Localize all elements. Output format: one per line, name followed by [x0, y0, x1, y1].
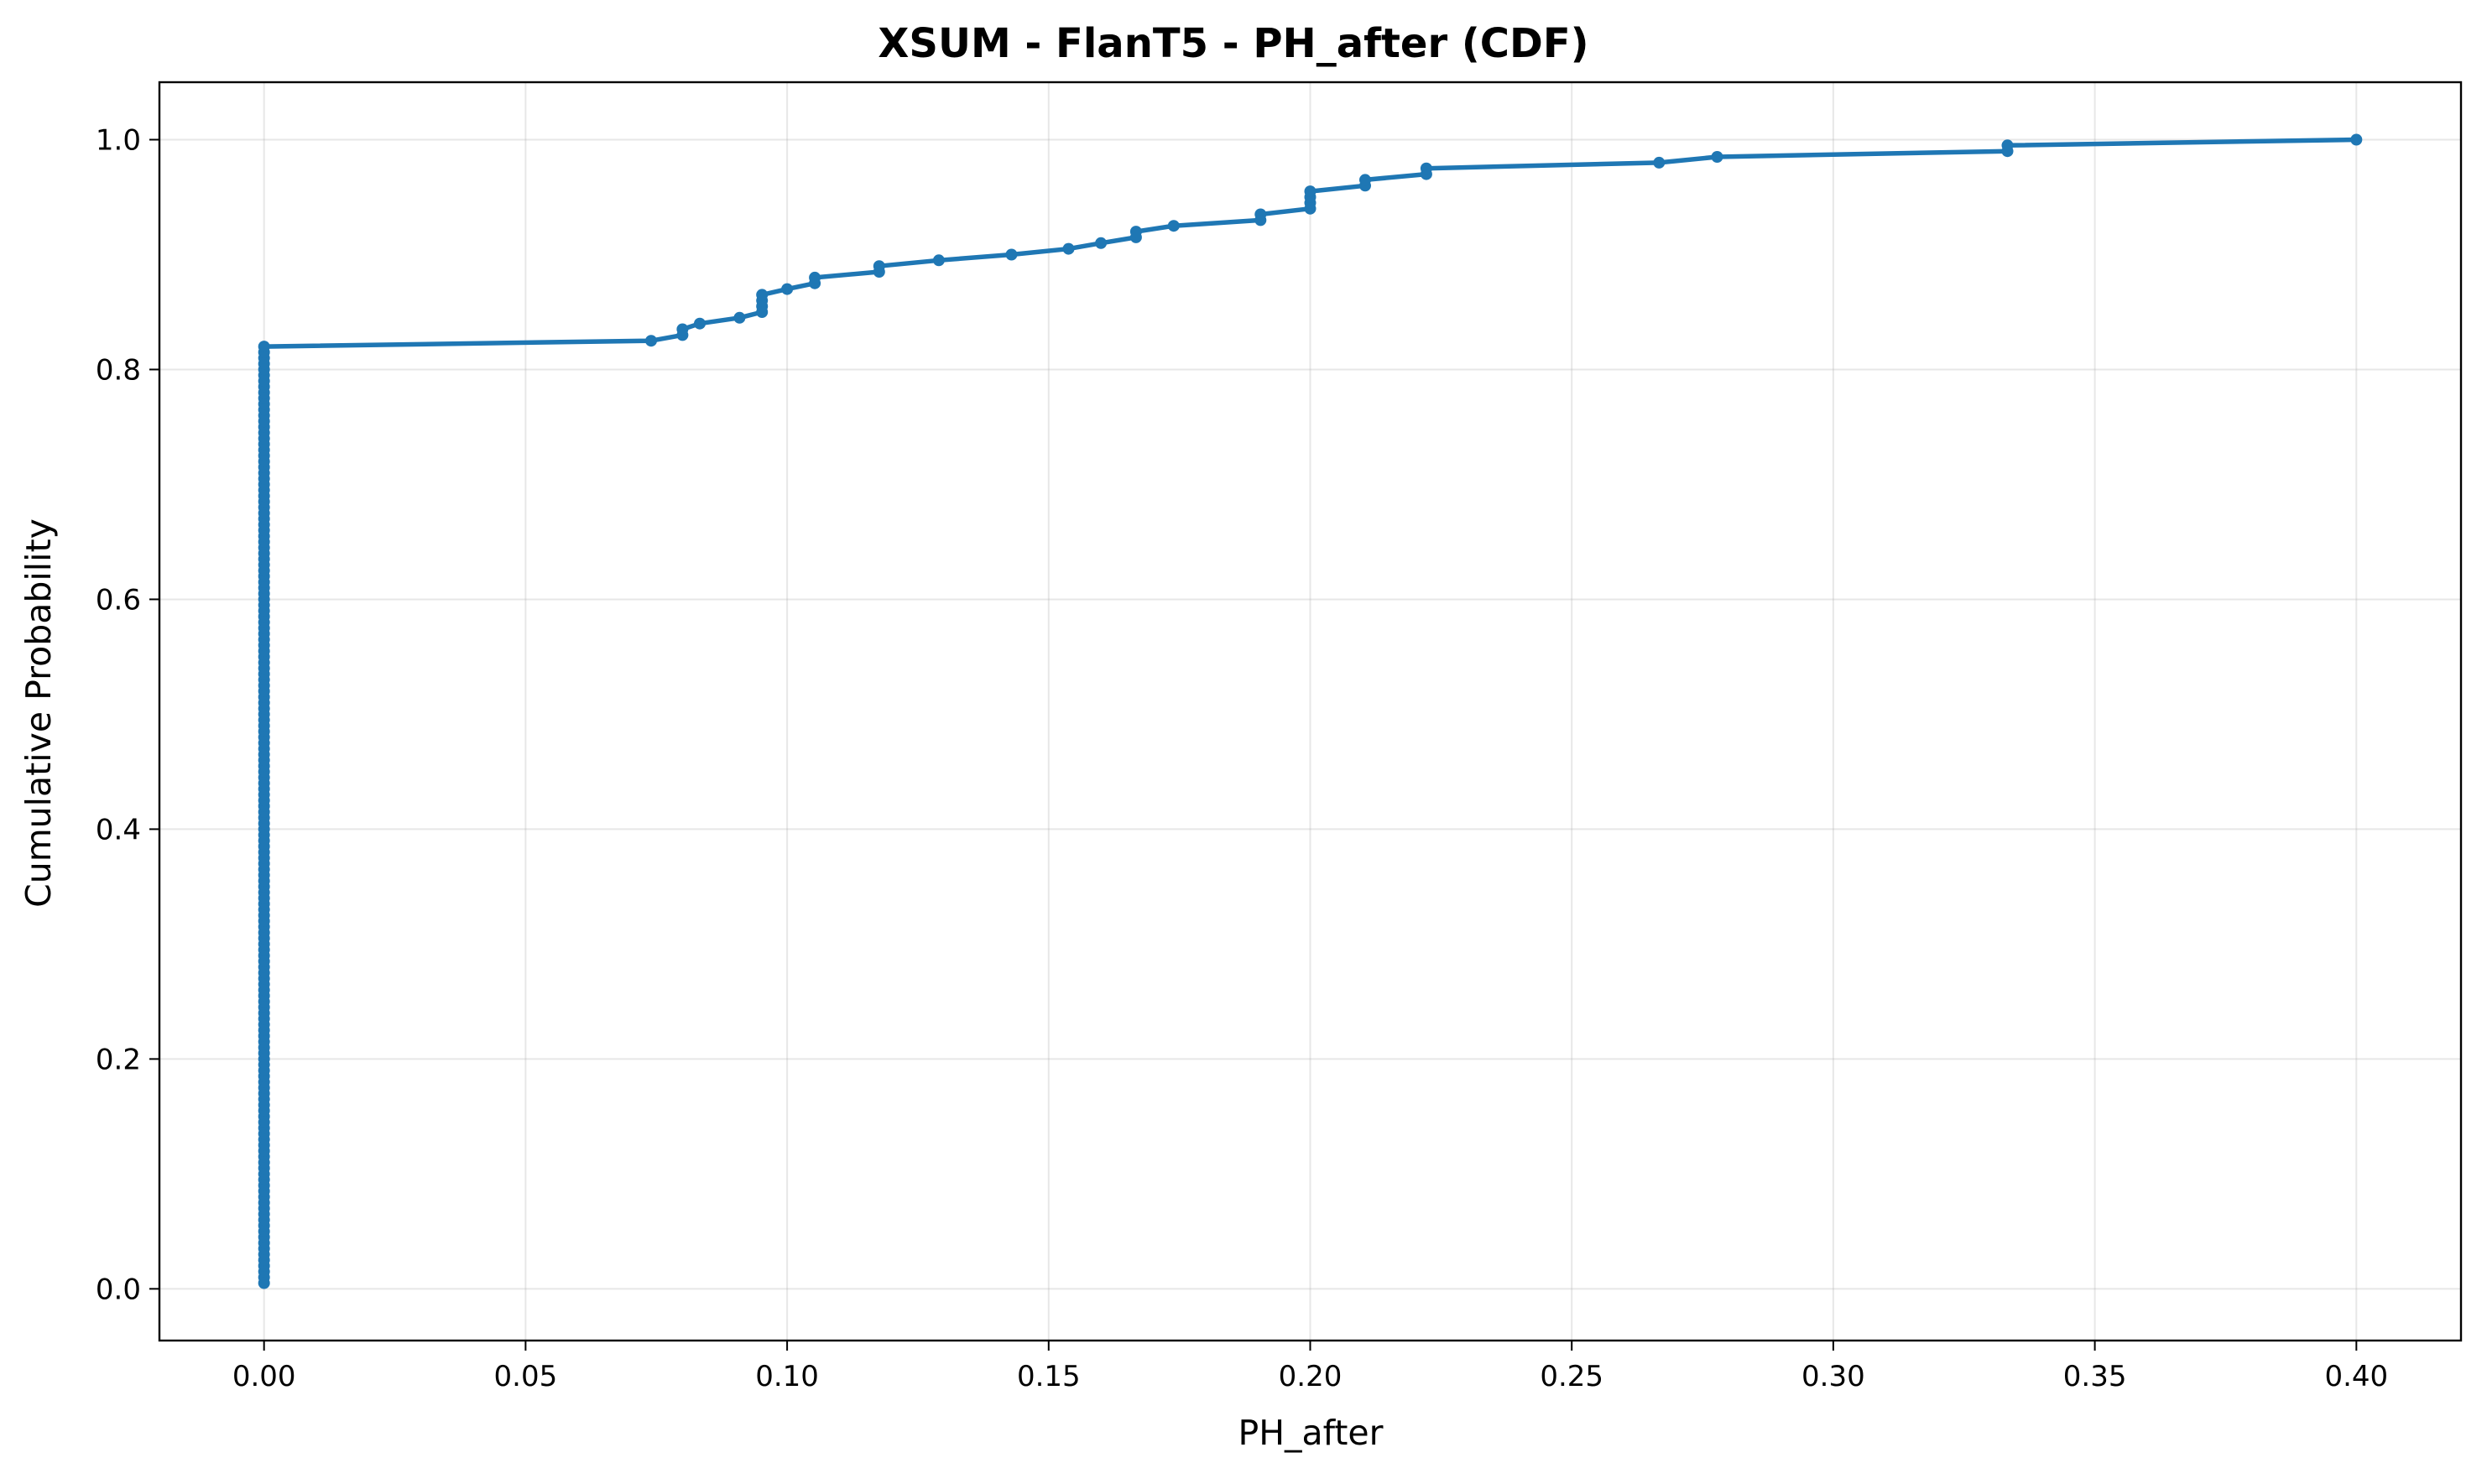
data-point	[756, 289, 769, 301]
y-tick-label: 0.0	[96, 1273, 141, 1306]
plot-series	[258, 133, 2363, 1289]
y-tick-label: 0.4	[96, 813, 141, 846]
x-tick-label: 0.20	[1279, 1360, 1343, 1393]
chart-title: XSUM - FlanT5 - PH_after (CDF)	[878, 20, 1588, 67]
x-tick-label: 0.30	[1801, 1360, 1865, 1393]
x-tick-label: 0.40	[2324, 1360, 2388, 1393]
y-axis-label: Cumulative Probability	[18, 518, 59, 908]
data-point	[1254, 208, 1267, 221]
data-point	[1095, 237, 1108, 249]
x-tick-label: 0.15	[1017, 1360, 1081, 1393]
data-point	[1129, 226, 1142, 238]
data-point	[1062, 242, 1075, 255]
y-tick-label: 0.2	[96, 1043, 141, 1076]
x-tick-label: 0.25	[1540, 1360, 1603, 1393]
data-point	[694, 317, 706, 330]
x-tick-label: 0.05	[494, 1360, 558, 1393]
x-axis-label: PH_after	[1238, 1413, 1383, 1453]
data-point	[1359, 174, 1371, 186]
data-point	[733, 311, 746, 324]
y-tick-label: 0.6	[96, 583, 141, 617]
data-point	[1167, 220, 1180, 232]
data-point	[781, 283, 794, 295]
x-axis-ticks: 0.00 0.05 0.10 0.15 0.20 0.25 0.30 0.35 0.40	[232, 1341, 2388, 1393]
data-point	[1653, 156, 1666, 169]
x-tick-label: 0.00	[232, 1360, 296, 1393]
data-point	[258, 341, 270, 353]
data-point	[1711, 151, 1723, 163]
data-point	[932, 254, 945, 267]
x-tick-label: 0.10	[755, 1360, 819, 1393]
x-tick-label: 0.35	[2063, 1360, 2127, 1393]
data-point	[2001, 139, 2014, 152]
data-point	[1304, 185, 1316, 198]
y-tick-label: 0.8	[96, 353, 141, 387]
data-point	[2350, 133, 2363, 146]
y-axis-ticks: 0.0 0.2 0.4 0.6 0.8 1.0	[96, 123, 159, 1306]
data-point	[676, 323, 689, 336]
data-point	[1005, 248, 1018, 261]
data-point	[645, 335, 657, 347]
data-point	[873, 260, 885, 273]
data-point	[1420, 162, 1432, 174]
data-point	[809, 271, 821, 284]
y-tick-label: 1.0	[96, 123, 141, 157]
